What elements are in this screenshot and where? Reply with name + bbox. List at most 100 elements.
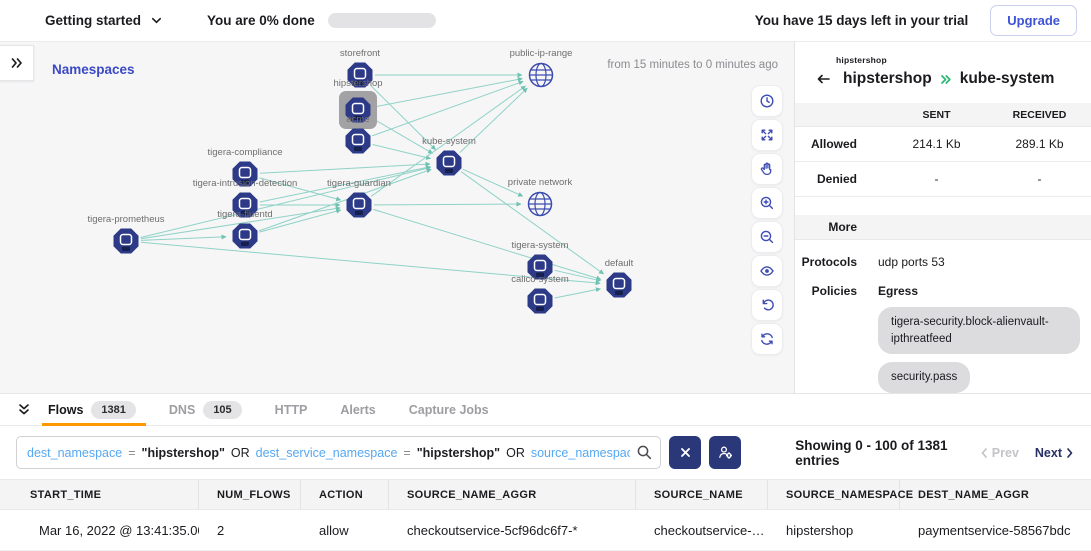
collapse-panel-button[interactable]: [16, 402, 32, 417]
expand-arrows-icon: [761, 129, 773, 141]
tab-alerts[interactable]: Alerts: [340, 394, 375, 425]
policies-row: Policies Egress tigera-security.block-al…: [795, 284, 1091, 393]
graph-node-default[interactable]: default: [605, 258, 634, 298]
fit-view-button[interactable]: [751, 119, 783, 151]
search-icon: [637, 445, 652, 460]
allowed-received-value: 289.1 Kb: [1015, 137, 1064, 151]
policy-pill[interactable]: security.pass: [878, 362, 971, 393]
context-namespace-label: hipstershop: [836, 55, 887, 65]
graph-node-tigera-compliance[interactable]: tigera-compliance: [208, 147, 283, 187]
denied-label: Denied: [816, 172, 857, 186]
graph-edge: [460, 171, 605, 275]
protocols-row: Protocols udp ports 53: [795, 255, 1091, 269]
graph-node-hipstershop[interactable]: hipstershop: [333, 78, 383, 129]
graph-node-kube-system[interactable]: kube-system: [422, 136, 476, 176]
graph-node-tigera-guardian[interactable]: tigera-guardian: [327, 178, 391, 218]
query-token: dest_service_namespace: [255, 445, 398, 460]
graph-edge: [554, 287, 601, 299]
graph-node-label: storefront: [340, 48, 380, 59]
graph-node-public-ip-range[interactable]: public-ip-range: [510, 48, 573, 88]
tab-http[interactable]: HTTP: [275, 394, 308, 425]
tab-flows[interactable]: Flows 1381: [42, 394, 146, 426]
graph-edge: [370, 85, 436, 150]
clear-search-button[interactable]: [669, 436, 702, 469]
policy-pill-list: tigera-security.block-alienvault-ipthrea…: [878, 307, 1080, 393]
tab-label: Flows: [48, 402, 84, 417]
graph-edge: [554, 269, 601, 283]
graph-node-label: tigera-system: [511, 240, 568, 251]
column-header-source_name[interactable]: SOURCE_NAME: [636, 480, 768, 509]
graph-edge: [372, 144, 431, 160]
graph-edge: [373, 208, 602, 281]
column-header-source_namespace[interactable]: SOURCE_NAMESPACE: [768, 480, 913, 509]
graph-node-tigera-intrusion-detection[interactable]: tigera-intrusion-detection: [193, 178, 298, 218]
graph-node-label: tigera-fluentd: [217, 209, 272, 220]
back-arrow-icon[interactable]: [815, 71, 832, 87]
getting-started-label: Getting started: [45, 13, 142, 28]
graph-node-tigera-system[interactable]: tigera-system: [511, 240, 569, 280]
pan-button[interactable]: [751, 153, 783, 185]
column-header-action[interactable]: ACTION: [301, 480, 389, 509]
tab-dns[interactable]: DNS 105: [169, 394, 242, 425]
graph-node-label: hipstershop: [333, 78, 382, 89]
pagination: Prev Next: [979, 446, 1075, 460]
refresh-button[interactable]: [751, 323, 783, 355]
edge-dest-name: kube-system: [959, 70, 1055, 87]
table-row[interactable]: Mar 16, 2022 @ 13:41:35.000 2 allow checkou…: [0, 510, 1091, 551]
column-header-start_time[interactable]: START_TIME: [0, 480, 199, 509]
user-settings-icon: [718, 446, 732, 459]
undo-button[interactable]: [751, 289, 783, 321]
edge-source-name: hipstershop: [843, 70, 932, 87]
graph-node-calico-system[interactable]: calico-system: [511, 274, 569, 314]
double-chevron-right-icon: [11, 58, 22, 68]
graph-edge: [140, 206, 341, 240]
graph-edge: [462, 168, 524, 197]
denied-received-value: -: [1037, 172, 1042, 186]
zoom-in-button[interactable]: [751, 187, 783, 219]
cell-value: 2: [217, 522, 225, 538]
graph-edge: [259, 208, 342, 233]
time-range-button[interactable]: [751, 85, 783, 117]
graph-node-label: acme: [346, 114, 369, 125]
custom-filter-button[interactable]: [709, 436, 742, 469]
upgrade-button[interactable]: Upgrade: [990, 5, 1077, 36]
egress-label: Egress: [878, 284, 919, 298]
allowed-sent-value: 214.1 Kb: [912, 137, 961, 151]
flows-table-header: START_TIME NUM_FLOWS ACTION SOURCE_NAME_AGG…: [0, 479, 1091, 510]
zoom-out-button[interactable]: [751, 221, 783, 253]
next-page-link[interactable]: Next: [1035, 446, 1075, 460]
double-chevron-down-icon: [19, 404, 29, 415]
query-token: =: [128, 445, 136, 460]
tab-capture-jobs[interactable]: Capture Jobs: [409, 394, 489, 425]
refresh-icon: [761, 333, 773, 345]
tab-badge: 1381: [91, 400, 136, 419]
graph-node-storefront[interactable]: storefront: [340, 48, 380, 88]
getting-started-menu[interactable]: Getting started: [45, 13, 163, 28]
query-token: "hipstershop": [141, 445, 225, 460]
column-header-source_name_aggr[interactable]: SOURCE_NAME_AGGR: [389, 480, 636, 509]
graph-node-tigera-prometheus[interactable]: tigera-prometheus: [87, 214, 165, 254]
graph-node-label: tigera-guardian: [327, 178, 391, 189]
allowed-label: Allowed: [810, 137, 857, 151]
chevron-left-icon: [981, 447, 987, 458]
column-header-num_flows[interactable]: NUM_FLOWS: [199, 480, 301, 509]
sidebar-expand-button[interactable]: [0, 45, 34, 81]
prev-page-link[interactable]: Prev: [979, 446, 1019, 460]
column-header-dest_name_aggr[interactable]: DEST_NAME_AGGR: [918, 488, 1030, 501]
denied-row: Denied - -: [795, 162, 1091, 197]
graph-node-label: default: [605, 258, 634, 269]
graph-edge: [372, 76, 523, 108]
service-graph[interactable]: storefront public-ip-range hipstershop acme…: [0, 42, 795, 393]
graph-node-acme[interactable]: acme: [345, 114, 371, 154]
trial-days-left-text: You have 15 days left in your trial: [754, 13, 969, 28]
policies-label: Policies: [811, 284, 857, 298]
flows-search-row: dest_namespace = "hipstershop" OR dest_servi…: [0, 426, 1091, 479]
sent-column-header: SENT: [922, 108, 951, 121]
visibility-button[interactable]: [751, 255, 783, 287]
policy-pill[interactable]: tigera-security.block-alienvault-ipthrea…: [878, 307, 1080, 355]
edge-detail-panel: hipstershop hipstershop kube-system SENT…: [795, 42, 1091, 393]
graph-node-private-network[interactable]: private network: [508, 177, 573, 217]
search-query-input[interactable]: dest_namespace = "hipstershop" OR dest_servi…: [16, 436, 662, 469]
graph-node-tigera-fluentd[interactable]: tigera-fluentd: [217, 209, 273, 249]
cell-value: allow: [319, 522, 349, 538]
